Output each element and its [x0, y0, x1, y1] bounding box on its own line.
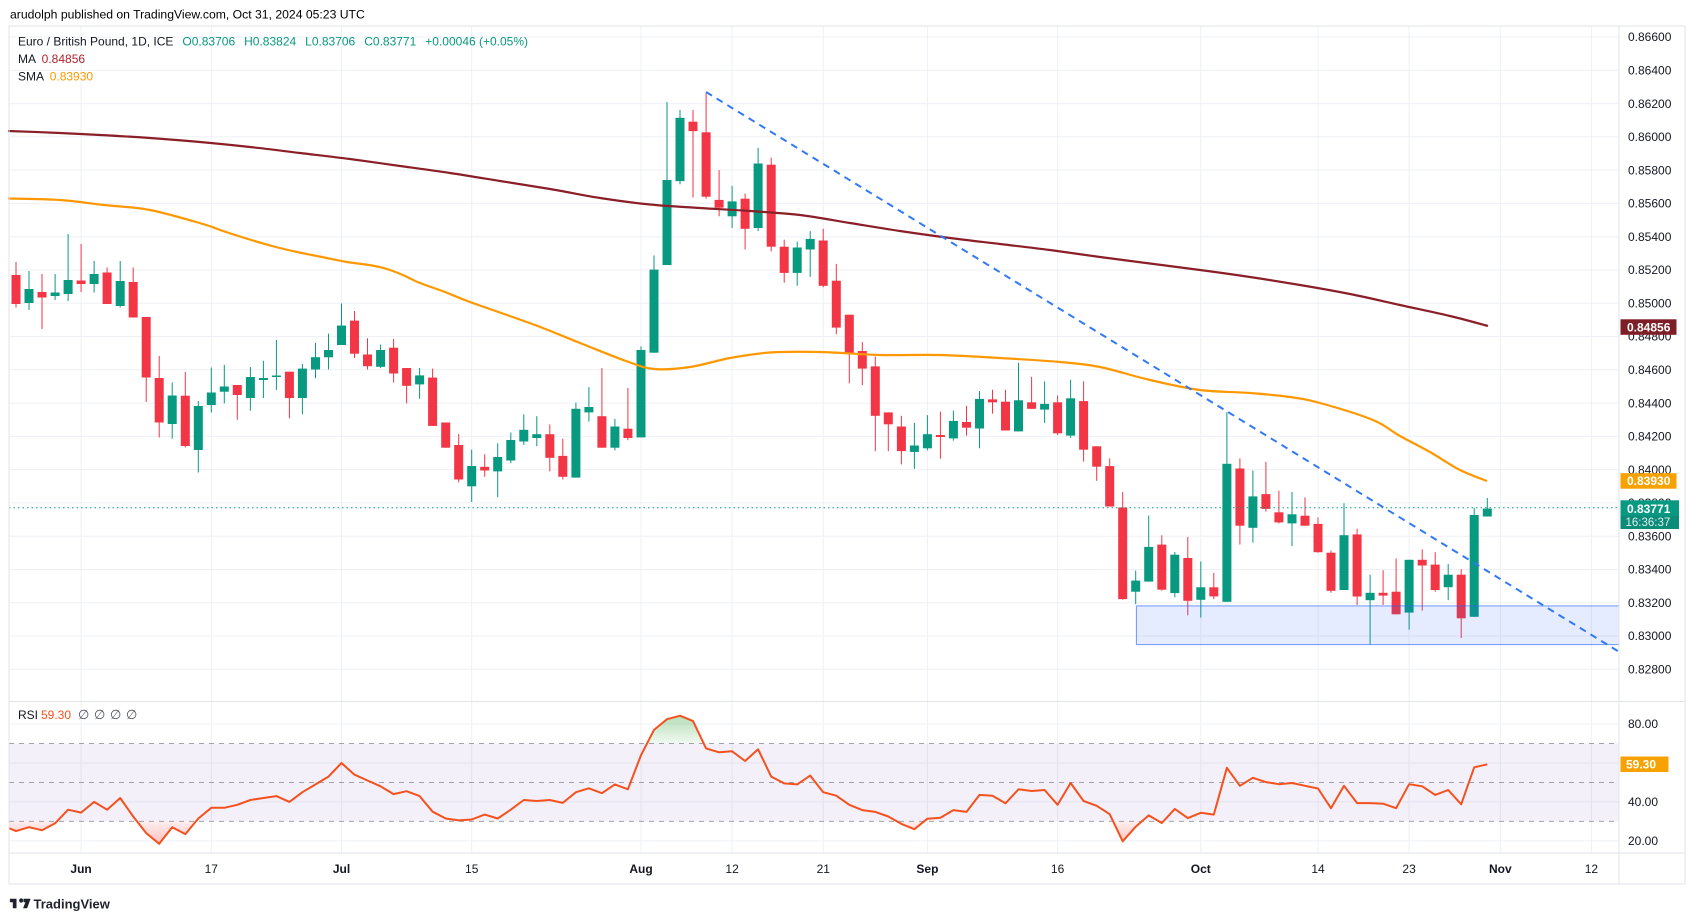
svg-text:∅: ∅ — [94, 707, 105, 722]
svg-text:14: 14 — [1311, 862, 1325, 876]
svg-text:12: 12 — [725, 862, 739, 876]
svg-text:23: 23 — [1402, 862, 1416, 876]
svg-text:12: 12 — [1585, 862, 1599, 876]
svg-text:59.30: 59.30 — [1626, 758, 1656, 772]
svg-text:Nov: Nov — [1489, 862, 1512, 876]
svg-text:0.83930: 0.83930 — [1627, 474, 1671, 488]
svg-text:MA 0.84856: MA 0.84856 — [18, 52, 85, 66]
svg-text:0.85600: 0.85600 — [1628, 197, 1672, 211]
svg-text:0.85000: 0.85000 — [1628, 296, 1672, 310]
svg-text:Sep: Sep — [916, 862, 938, 876]
svg-text:Jun: Jun — [70, 862, 91, 876]
svg-text:16:36:37: 16:36:37 — [1626, 517, 1671, 529]
svg-text:21: 21 — [817, 862, 831, 876]
svg-text:0.82800: 0.82800 — [1628, 663, 1672, 677]
svg-text:16: 16 — [1051, 862, 1065, 876]
svg-text:∅: ∅ — [78, 707, 89, 722]
svg-text:SMA 0.83930: SMA 0.83930 — [18, 70, 93, 84]
svg-text:0.83771: 0.83771 — [1627, 502, 1671, 516]
svg-text:0.86000: 0.86000 — [1628, 130, 1672, 144]
svg-text:0.84200: 0.84200 — [1628, 430, 1672, 444]
svg-text:0.86400: 0.86400 — [1628, 64, 1672, 78]
svg-text:20.00: 20.00 — [1628, 834, 1658, 848]
svg-text:40.00: 40.00 — [1628, 795, 1658, 809]
svg-text:RSI: RSI — [18, 708, 38, 722]
svg-text:0.86200: 0.86200 — [1628, 97, 1672, 111]
svg-text:Jul: Jul — [333, 862, 350, 876]
svg-text:80.00: 80.00 — [1628, 717, 1658, 731]
svg-text:0.83400: 0.83400 — [1628, 563, 1672, 577]
svg-text:0.83200: 0.83200 — [1628, 596, 1672, 610]
svg-text:17: 17 — [205, 862, 219, 876]
svg-text:0.85400: 0.85400 — [1628, 230, 1672, 244]
svg-text:0.83000: 0.83000 — [1628, 629, 1672, 643]
svg-text:0.85200: 0.85200 — [1628, 263, 1672, 277]
svg-text:0.86600: 0.86600 — [1628, 30, 1672, 44]
svg-text:15: 15 — [465, 862, 479, 876]
svg-text:∅: ∅ — [126, 707, 137, 722]
svg-text:0.83600: 0.83600 — [1628, 529, 1672, 543]
svg-text:Aug: Aug — [629, 862, 652, 876]
svg-text:TradingView: TradingView — [34, 897, 111, 912]
svg-text:59.30: 59.30 — [41, 708, 71, 722]
svg-text:0.85800: 0.85800 — [1628, 163, 1672, 177]
svg-text:0.84600: 0.84600 — [1628, 363, 1672, 377]
svg-text:arudolph published on TradingV: arudolph published on TradingView.com, O… — [10, 8, 365, 22]
svg-text:Oct: Oct — [1191, 862, 1211, 876]
svg-text:0.84856: 0.84856 — [1627, 320, 1671, 334]
svg-text:∅: ∅ — [110, 707, 121, 722]
svg-text:0.84400: 0.84400 — [1628, 396, 1672, 410]
